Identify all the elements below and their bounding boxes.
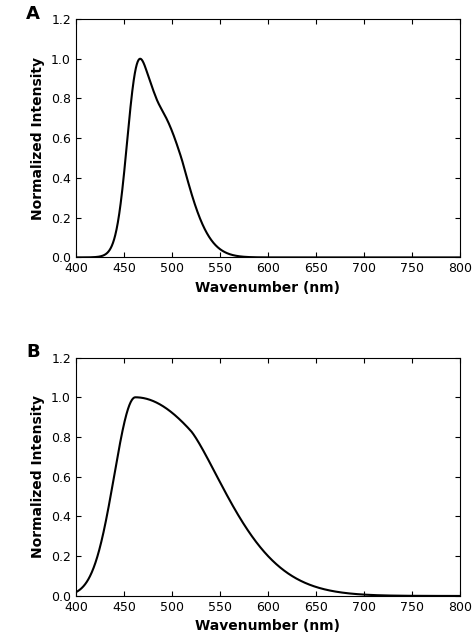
Y-axis label: Normalized Intensity: Normalized Intensity [31, 56, 46, 220]
X-axis label: Wavenumber (nm): Wavenumber (nm) [195, 281, 340, 295]
Text: B: B [26, 343, 39, 361]
Y-axis label: Normalized Intensity: Normalized Intensity [31, 395, 46, 559]
X-axis label: Wavenumber (nm): Wavenumber (nm) [195, 619, 340, 633]
Text: A: A [26, 4, 40, 23]
